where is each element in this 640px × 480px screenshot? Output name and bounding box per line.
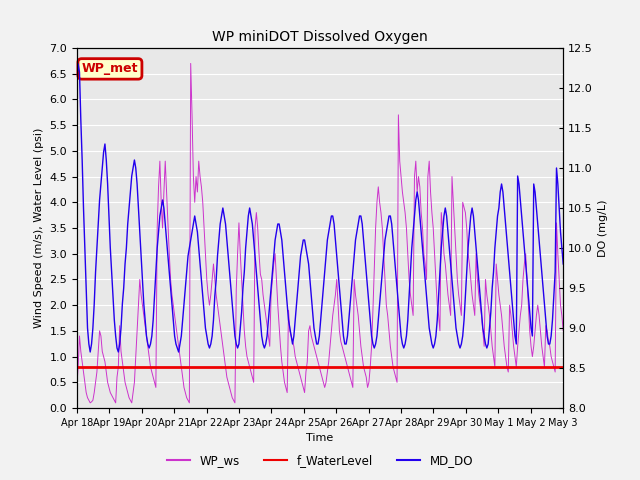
Text: WP_met: WP_met xyxy=(82,62,138,75)
X-axis label: Time: Time xyxy=(307,433,333,443)
Legend: WP_ws, f_WaterLevel, MD_DO: WP_ws, f_WaterLevel, MD_DO xyxy=(162,449,478,472)
Title: WP miniDOT Dissolved Oxygen: WP miniDOT Dissolved Oxygen xyxy=(212,30,428,44)
Y-axis label: Wind Speed (m/s), Water Level (psi): Wind Speed (m/s), Water Level (psi) xyxy=(34,128,44,328)
Y-axis label: DO (mg/L): DO (mg/L) xyxy=(598,199,609,257)
